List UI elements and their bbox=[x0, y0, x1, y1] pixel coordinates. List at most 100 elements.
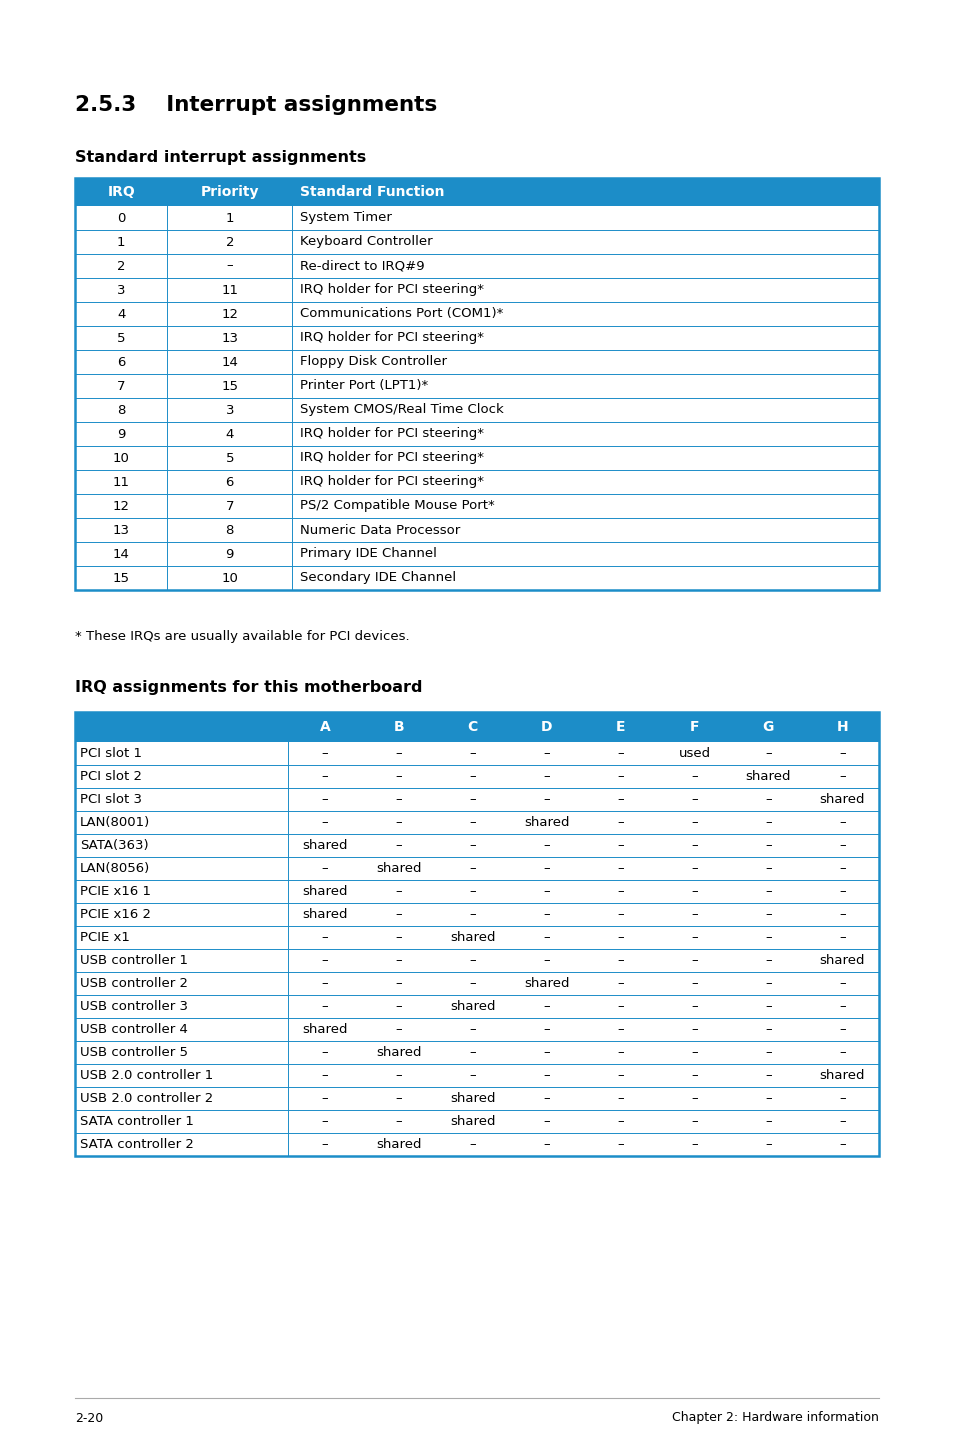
Text: –: – bbox=[617, 792, 623, 807]
Text: –: – bbox=[838, 999, 844, 1012]
Bar bbox=[75, 567, 878, 590]
Text: –: – bbox=[617, 1022, 623, 1035]
Text: –: – bbox=[690, 815, 697, 828]
Text: –: – bbox=[469, 1022, 476, 1035]
Text: –: – bbox=[395, 999, 402, 1012]
Text: H: H bbox=[836, 720, 847, 733]
Text: –: – bbox=[838, 1137, 844, 1150]
Text: –: – bbox=[543, 1068, 549, 1081]
Bar bbox=[75, 230, 878, 255]
Text: Chapter 2: Hardware information: Chapter 2: Hardware information bbox=[672, 1412, 878, 1425]
Bar bbox=[75, 1041, 878, 1064]
Bar bbox=[75, 1133, 878, 1156]
Text: 3: 3 bbox=[225, 404, 233, 417]
Text: shared: shared bbox=[375, 1045, 421, 1058]
Text: –: – bbox=[321, 861, 328, 874]
Text: –: – bbox=[321, 1068, 328, 1081]
Text: –: – bbox=[469, 815, 476, 828]
Text: –: – bbox=[690, 953, 697, 966]
Bar bbox=[75, 1087, 878, 1110]
Text: –: – bbox=[764, 907, 771, 920]
Text: –: – bbox=[543, 1137, 549, 1150]
Text: shared: shared bbox=[375, 1137, 421, 1150]
Text: –: – bbox=[764, 930, 771, 943]
Text: –: – bbox=[543, 1114, 549, 1127]
Text: –: – bbox=[764, 1022, 771, 1035]
Text: 9: 9 bbox=[117, 427, 125, 440]
Text: IRQ assignments for this motherboard: IRQ assignments for this motherboard bbox=[75, 680, 422, 695]
Text: –: – bbox=[764, 884, 771, 897]
Text: –: – bbox=[764, 815, 771, 828]
Text: –: – bbox=[764, 999, 771, 1012]
Text: –: – bbox=[543, 838, 549, 851]
Text: –: – bbox=[395, 746, 402, 761]
Text: –: – bbox=[395, 1114, 402, 1127]
Text: –: – bbox=[690, 1045, 697, 1058]
Text: –: – bbox=[764, 838, 771, 851]
Text: Secondary IDE Channel: Secondary IDE Channel bbox=[300, 571, 456, 584]
Text: System CMOS/Real Time Clock: System CMOS/Real Time Clock bbox=[300, 404, 503, 417]
Text: –: – bbox=[617, 953, 623, 966]
Text: –: – bbox=[469, 884, 476, 897]
Text: –: – bbox=[395, 930, 402, 943]
Bar bbox=[75, 949, 878, 972]
Text: –: – bbox=[321, 976, 328, 989]
Text: shared: shared bbox=[375, 861, 421, 874]
Text: –: – bbox=[690, 769, 697, 784]
Text: –: – bbox=[838, 838, 844, 851]
Text: –: – bbox=[764, 792, 771, 807]
Text: –: – bbox=[617, 1114, 623, 1127]
Bar bbox=[75, 1064, 878, 1087]
Text: –: – bbox=[764, 1068, 771, 1081]
Text: –: – bbox=[838, 1022, 844, 1035]
Text: –: – bbox=[838, 815, 844, 828]
Text: PCIE x16 2: PCIE x16 2 bbox=[80, 907, 151, 920]
Text: –: – bbox=[543, 930, 549, 943]
Text: –: – bbox=[690, 1091, 697, 1104]
Text: F: F bbox=[689, 720, 699, 733]
Text: –: – bbox=[617, 976, 623, 989]
Bar bbox=[75, 1018, 878, 1041]
Text: D: D bbox=[540, 720, 552, 733]
Text: USB controller 3: USB controller 3 bbox=[80, 999, 188, 1012]
Text: –: – bbox=[321, 930, 328, 943]
Text: IRQ holder for PCI steering*: IRQ holder for PCI steering* bbox=[300, 283, 483, 296]
Text: shared: shared bbox=[745, 769, 790, 784]
Text: 11: 11 bbox=[112, 476, 130, 489]
Text: 9: 9 bbox=[225, 548, 233, 561]
Text: SATA controller 2: SATA controller 2 bbox=[80, 1137, 193, 1150]
Text: –: – bbox=[395, 792, 402, 807]
Text: 12: 12 bbox=[221, 308, 238, 321]
Text: –: – bbox=[764, 861, 771, 874]
Text: –: – bbox=[543, 884, 549, 897]
Text: 2: 2 bbox=[117, 259, 126, 272]
Bar bbox=[75, 470, 878, 495]
Text: –: – bbox=[690, 792, 697, 807]
Text: PCIE x16 1: PCIE x16 1 bbox=[80, 884, 151, 897]
Text: –: – bbox=[690, 1137, 697, 1150]
Text: –: – bbox=[764, 953, 771, 966]
Text: –: – bbox=[469, 1045, 476, 1058]
Text: shared: shared bbox=[302, 884, 348, 897]
Bar bbox=[75, 712, 878, 742]
Bar bbox=[75, 788, 878, 811]
Text: 4: 4 bbox=[225, 427, 233, 440]
Text: shared: shared bbox=[819, 792, 864, 807]
Text: –: – bbox=[395, 884, 402, 897]
Text: –: – bbox=[469, 907, 476, 920]
Text: 2-20: 2-20 bbox=[75, 1412, 103, 1425]
Text: –: – bbox=[395, 815, 402, 828]
Bar bbox=[75, 880, 878, 903]
Text: LAN(8056): LAN(8056) bbox=[80, 861, 150, 874]
Text: –: – bbox=[617, 907, 623, 920]
Text: USB controller 4: USB controller 4 bbox=[80, 1022, 188, 1035]
Text: –: – bbox=[838, 1091, 844, 1104]
Text: –: – bbox=[469, 792, 476, 807]
Text: –: – bbox=[617, 884, 623, 897]
Text: shared: shared bbox=[450, 999, 495, 1012]
Text: shared: shared bbox=[302, 838, 348, 851]
Text: * These IRQs are usually available for PCI devices.: * These IRQs are usually available for P… bbox=[75, 630, 409, 643]
Text: USB controller 5: USB controller 5 bbox=[80, 1045, 188, 1058]
Text: G: G bbox=[761, 720, 773, 733]
Text: Re-direct to IRQ#9: Re-direct to IRQ#9 bbox=[300, 259, 424, 272]
